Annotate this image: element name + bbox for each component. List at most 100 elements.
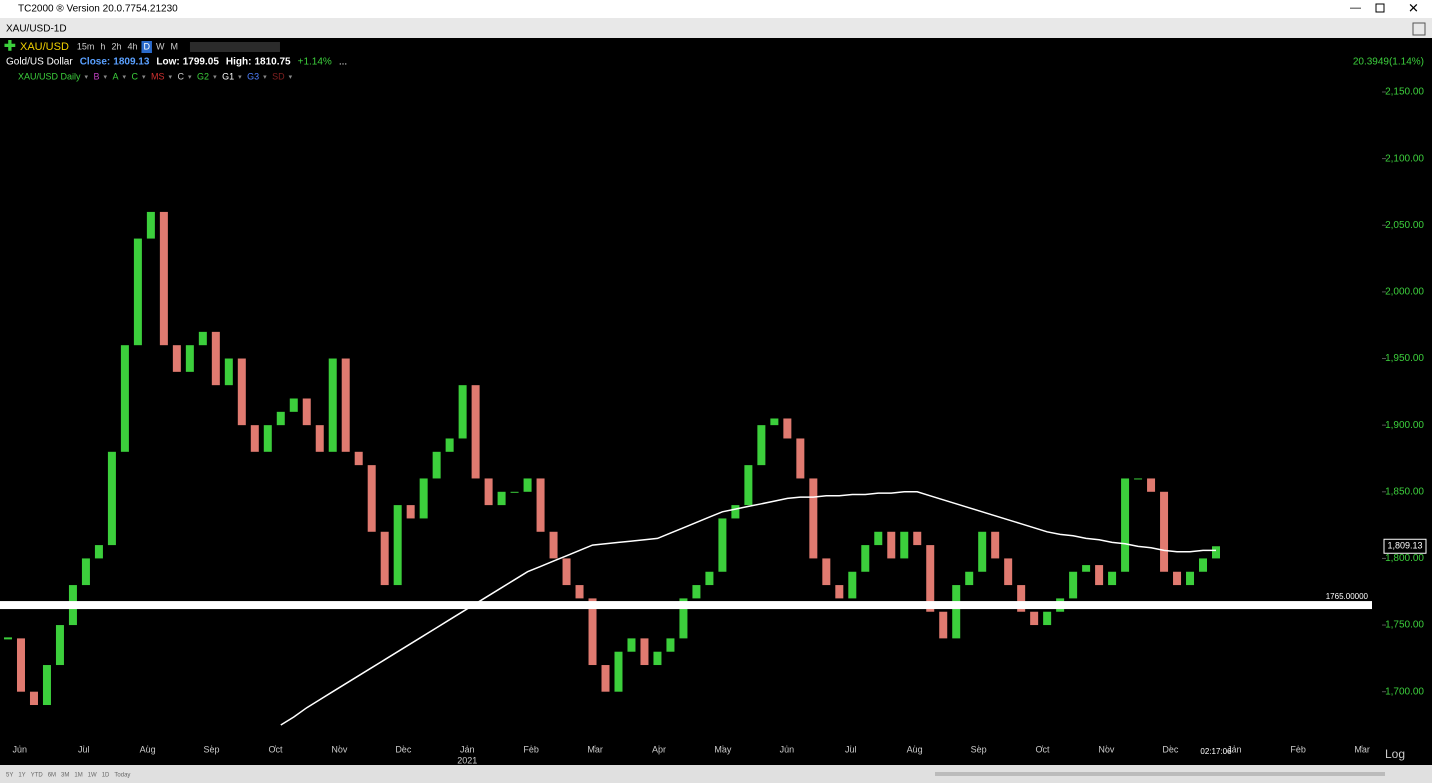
candle xyxy=(588,598,597,666)
year-label: 2021 xyxy=(457,755,477,765)
range-button[interactable]: 1Y xyxy=(18,773,25,779)
indicator-toggle[interactable]: C xyxy=(178,71,185,81)
candle xyxy=(29,691,38,706)
candle xyxy=(107,451,116,546)
indicator-toggle[interactable]: B xyxy=(94,71,100,81)
timeframe-button[interactable]: h xyxy=(100,41,105,51)
timeframe-button[interactable]: W xyxy=(156,41,165,51)
range-button[interactable]: 1D xyxy=(102,773,110,779)
candle xyxy=(484,478,493,506)
range-button[interactable]: 3M xyxy=(61,773,69,779)
x-tick-label: Mar xyxy=(1354,744,1370,754)
minimize-button[interactable]: — xyxy=(1350,2,1361,14)
candle xyxy=(94,545,103,559)
range-button[interactable]: 1M xyxy=(74,773,82,779)
candle xyxy=(276,411,285,426)
y-tick-label: 1,750.00 xyxy=(1385,620,1424,631)
range-button[interactable]: 6M xyxy=(48,773,56,779)
candle xyxy=(705,571,714,586)
x-tick-label: Jan xyxy=(1227,744,1242,754)
range-button[interactable]: 5Y xyxy=(6,773,13,779)
indicator-toggle[interactable]: G1 xyxy=(222,71,234,81)
indicator-toggle[interactable]: MS xyxy=(151,71,165,81)
indicator-menu: ▾ xyxy=(142,74,146,81)
candle xyxy=(406,505,415,519)
indicator-toggle[interactable]: G2 xyxy=(197,71,209,81)
indicator-menu: ▾ xyxy=(188,74,192,81)
candle xyxy=(835,585,844,599)
range-button[interactable]: 1W xyxy=(88,773,97,779)
candle xyxy=(874,531,883,546)
horizontal-level xyxy=(0,601,1372,610)
x-tick-label: Dec xyxy=(1162,744,1179,754)
candle xyxy=(367,465,376,532)
candle xyxy=(419,478,428,519)
range-button[interactable]: Today xyxy=(114,773,130,779)
indicator-toggle[interactable]: XAU/USD Daily xyxy=(18,71,81,81)
candle xyxy=(16,638,25,692)
candle xyxy=(458,385,467,439)
candle xyxy=(1017,585,1026,612)
indicator-toggle[interactable]: A xyxy=(113,71,119,81)
candle xyxy=(172,345,181,372)
tab-label[interactable]: XAU/USD-1D xyxy=(6,24,67,35)
moving-average-line xyxy=(280,491,1216,726)
candle xyxy=(263,425,272,452)
candle xyxy=(42,665,51,706)
net-change: 20.3949(1.14%) xyxy=(1353,57,1424,68)
candle xyxy=(1212,546,1220,559)
candle xyxy=(1173,571,1182,586)
candle xyxy=(601,665,610,692)
restore-button[interactable] xyxy=(1375,3,1385,13)
timeframe-button[interactable]: 15m xyxy=(77,41,95,51)
candle xyxy=(731,505,740,519)
indicator-menu: ▾ xyxy=(263,74,267,81)
quote-text: ... xyxy=(339,57,347,68)
clock: 02:17:06 xyxy=(1200,747,1232,756)
candle xyxy=(796,438,805,479)
timeframe-button[interactable]: M xyxy=(170,41,178,51)
quote-text: Gold/US Dollar xyxy=(6,57,73,68)
candle xyxy=(848,571,857,599)
x-tick-label: Jun xyxy=(13,744,28,754)
indicator-toggle[interactable]: G3 xyxy=(247,71,259,81)
candle xyxy=(432,451,441,479)
candle xyxy=(510,491,519,493)
x-tick-label: Apr xyxy=(652,744,666,754)
toolbar-icons[interactable] xyxy=(189,42,280,52)
indicator-menu: ▾ xyxy=(123,74,127,81)
y-tick-label: 1,800.00 xyxy=(1385,553,1424,564)
timeframe-button[interactable]: D xyxy=(143,41,150,51)
x-tick-label: Dec xyxy=(395,744,412,754)
timeframe-button[interactable]: 2h xyxy=(111,41,121,51)
candle xyxy=(1043,611,1052,626)
candle xyxy=(666,638,675,652)
x-tick-label: Nov xyxy=(1098,744,1115,754)
symbol-icon: ✚ xyxy=(4,38,16,54)
indicator-toggle[interactable]: C xyxy=(132,71,139,81)
quote-text: High: xyxy=(226,57,252,68)
x-tick-label: Nov xyxy=(331,744,348,754)
indicator-toggle[interactable]: SD xyxy=(272,71,285,81)
candle xyxy=(81,558,90,586)
close-button[interactable]: ✕ xyxy=(1408,0,1419,15)
range-button[interactable]: YTD xyxy=(31,773,44,779)
indicator-menu: ▾ xyxy=(104,74,108,81)
candle xyxy=(4,637,12,640)
scrollbar[interactable] xyxy=(935,772,1385,776)
indicator-menu: ▾ xyxy=(238,74,242,81)
tab-button[interactable] xyxy=(1412,22,1426,36)
candle xyxy=(575,585,584,599)
x-tick-label: Jul xyxy=(78,744,90,754)
candle xyxy=(809,478,818,559)
log-toggle[interactable]: Log xyxy=(1385,747,1405,761)
quote-text: +1.14% xyxy=(298,57,332,68)
timeframe-button[interactable]: 4h xyxy=(127,41,137,51)
x-tick-label: Sep xyxy=(971,744,987,754)
candle xyxy=(224,358,233,386)
last-price-box xyxy=(1383,538,1427,554)
candle xyxy=(1186,571,1195,586)
x-tick-label: Jun xyxy=(780,744,795,754)
candle xyxy=(289,398,298,412)
